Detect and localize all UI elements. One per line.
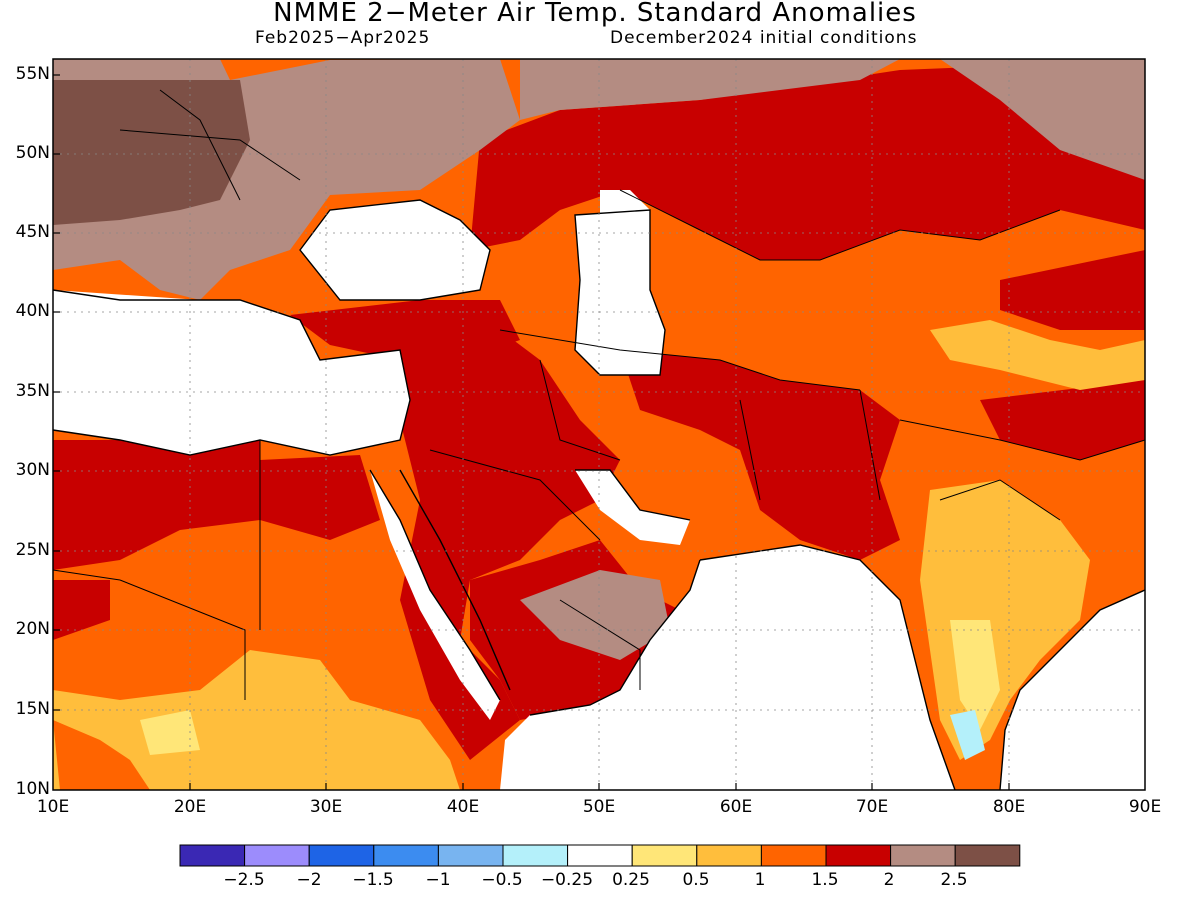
colorbar-swatch	[437, 844, 504, 867]
anomaly-afghanistan	[620, 350, 900, 560]
lat-label-35n: 35N	[15, 381, 50, 401]
black-sea	[300, 200, 490, 300]
lon-label-70e: 70E	[855, 797, 889, 817]
anomaly-africa-sw	[53, 720, 150, 790]
lat-label-45n: 45N	[15, 222, 50, 242]
colorbar	[179, 844, 1021, 867]
lat-label-15n: 15N	[15, 699, 50, 719]
axis-ticks	[53, 74, 1010, 790]
lat-label-30n: 30N	[15, 460, 50, 480]
coastlines	[52, 199, 1146, 791]
lat-label-50n: 50N	[15, 143, 50, 163]
colorbar-label: −2	[296, 870, 322, 890]
colorbar-swatch	[244, 844, 310, 867]
lon-label-90e: 90E	[1128, 797, 1162, 817]
colorbar-label: 0.25	[612, 870, 650, 890]
bay-of-bengal	[1000, 590, 1145, 790]
lon-label-80e: 80E	[992, 797, 1026, 817]
colorbar-swatch	[825, 844, 892, 867]
colorbar-swatch	[760, 844, 827, 867]
water-bodies	[53, 190, 1145, 790]
colorbar-swatch	[631, 844, 698, 867]
country-borders	[52, 89, 1146, 700]
lon-label-30e: 30E	[309, 797, 343, 817]
lat-label-10n: 10N	[15, 779, 50, 799]
colorbar-swatch	[890, 844, 956, 867]
colorbar-swatch	[954, 844, 1021, 867]
anomaly-africa-yellow	[140, 710, 200, 755]
anomaly-central-europe	[53, 80, 250, 225]
map-title: NMME 2−Meter Air Temp. Standard Anomalie…	[273, 0, 917, 28]
colorbar-swatch	[696, 844, 762, 867]
colorbar-label: 2	[883, 870, 895, 890]
lon-label-20e: 20E	[173, 797, 207, 817]
lon-label-40e: 40E	[446, 797, 480, 817]
colorbar-label: 0.5	[682, 870, 710, 890]
colorbar-swatch	[502, 844, 569, 867]
lat-label-55n: 55N	[15, 64, 50, 84]
graticule	[53, 59, 1145, 790]
colorbar-label: 1	[754, 870, 766, 890]
colorbar-swatch	[179, 844, 246, 867]
anomaly-empty-quarter	[520, 570, 670, 660]
anomaly-siberia	[940, 59, 1145, 180]
colorbar-label: −1.5	[352, 870, 394, 890]
colorbar-label: 2.5	[940, 870, 968, 890]
initial-conditions: December2024 initial conditions	[610, 28, 918, 48]
anomaly-africa-south	[53, 650, 460, 790]
anomaly-egypt	[260, 455, 380, 540]
persian-gulf	[575, 470, 690, 545]
lat-label-40n: 40N	[15, 301, 50, 321]
forecast-period: Feb2025−Apr2025	[255, 28, 431, 48]
anomaly-libya	[53, 440, 260, 570]
lon-label-60e: 60E	[719, 797, 753, 817]
colorbar-label: 1.5	[811, 870, 839, 890]
anomaly-russia	[520, 59, 900, 120]
mediterranean-sea	[53, 290, 410, 455]
colorbar-label: −0.25	[540, 870, 594, 890]
lat-label-25n: 25N	[15, 540, 50, 560]
colorbar-swatch	[373, 844, 439, 867]
lat-label-20n: 20N	[15, 619, 50, 639]
colorbar-label: −0.5	[481, 870, 523, 890]
colorbar-label: −1	[425, 870, 451, 890]
caspian-sea	[575, 210, 665, 375]
anomaly-kazakhstan	[470, 60, 1145, 260]
anomaly-tibet	[980, 380, 1145, 460]
lon-label-10e: 10E	[36, 797, 70, 817]
anomaly-india-cool	[950, 710, 985, 760]
lon-label-50e: 50E	[582, 797, 616, 817]
colorbar-swatch	[308, 844, 375, 867]
arabian-sea	[500, 545, 955, 790]
red-sea	[370, 470, 500, 720]
anomaly-india-light	[950, 620, 1000, 730]
anomaly-turkey	[290, 300, 520, 360]
colorbar-label: −2.5	[223, 870, 265, 890]
anomaly-algeria-south	[53, 580, 110, 640]
anomaly-mongolia	[1000, 250, 1145, 330]
colorbar-swatch	[567, 844, 633, 867]
anomaly-himalaya	[930, 320, 1145, 390]
